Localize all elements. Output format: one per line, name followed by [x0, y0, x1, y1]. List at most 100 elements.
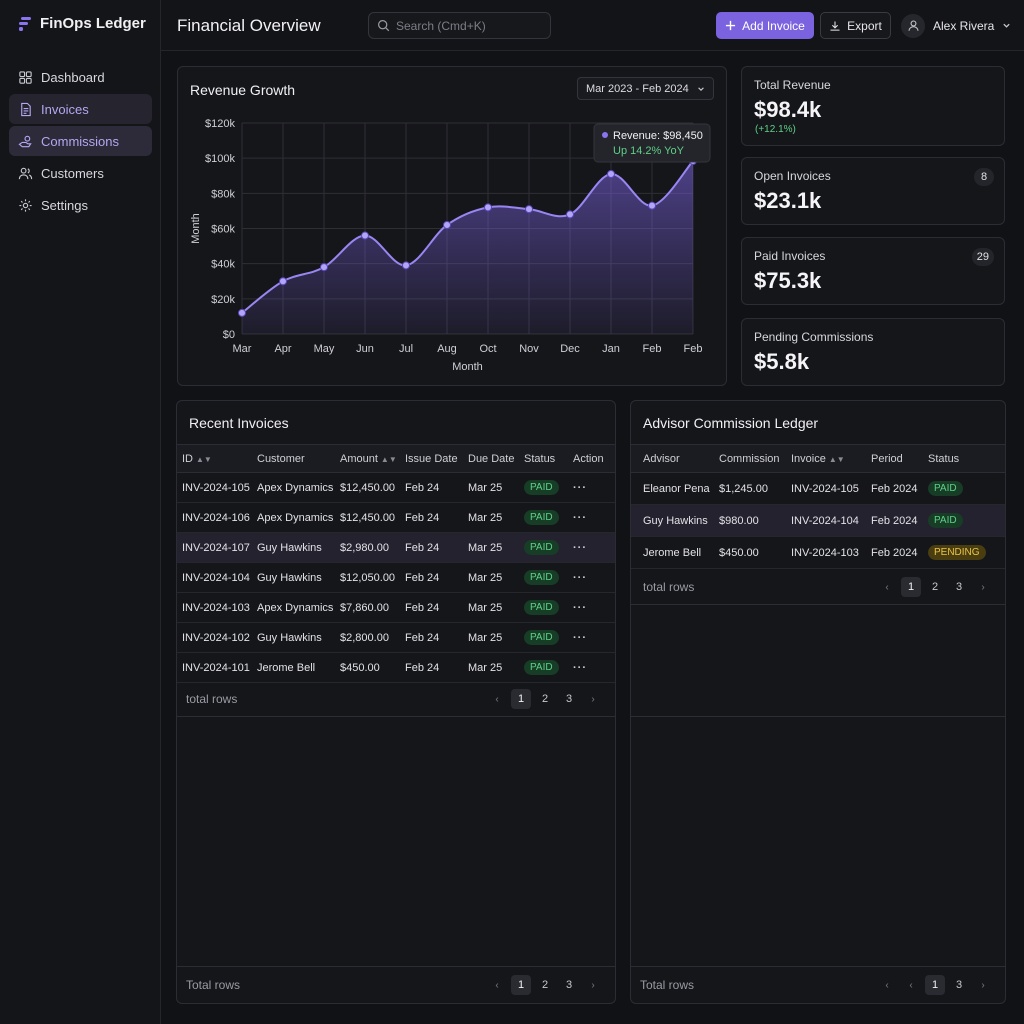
total-rows-label: Total rows [640, 978, 695, 992]
table-row[interactable]: INV-2024-101 Jerome Bell $450.00 Feb 24 Mar … [177, 652, 615, 683]
page-button[interactable]: 1 [925, 975, 945, 995]
more-actions-icon[interactable]: ··· [573, 541, 587, 554]
due-date: Mar 25 [463, 502, 519, 533]
export-button[interactable]: Export [820, 12, 891, 39]
search-input[interactable] [396, 18, 536, 33]
table-row[interactable]: Eleanor Pena $1,245.00 INV-2024-105 Feb 202… [631, 472, 1005, 505]
kpi-value: $5.8k [754, 349, 810, 374]
next-page-icon[interactable]: › [981, 979, 985, 991]
sidebar: FinOps Ledger Dashboard Invoices Commiss… [0, 0, 161, 1024]
status-cell: PAID [519, 652, 568, 683]
add-invoice-button[interactable]: Add Invoice [716, 12, 814, 39]
more-actions-icon[interactable]: ··· [573, 601, 587, 614]
kpi-label: Paid Invoices [754, 249, 826, 263]
next-page-icon[interactable]: › [591, 979, 595, 991]
column-header-invoice[interactable]: Invoice ▲▼ [786, 444, 866, 473]
sidebar-item-invoices[interactable]: Invoices [9, 94, 152, 124]
x-tick-label: Dec [560, 343, 580, 355]
page-button[interactable]: 1 [901, 577, 921, 597]
area-fill [242, 160, 693, 334]
invoices-table: ID ▲▼ Customer Amount ▲▼ Issue Date Due Da… [177, 444, 615, 683]
table-row[interactable]: Guy Hawkins $980.00 INV-2024-104 Feb 2024 PA… [631, 504, 1005, 537]
date-range-select[interactable]: Mar 2023 - Feb 2024 [577, 77, 714, 100]
brand[interactable]: FinOps Ledger [17, 15, 146, 32]
recent-invoices-title: Recent Invoices [189, 415, 289, 431]
invoice-id: INV-2024-104 [177, 562, 252, 593]
page-button[interactable]: 2 [541, 979, 549, 991]
page-button[interactable]: 3 [955, 979, 963, 991]
column-header-label: ID [182, 452, 193, 465]
status-badge: PAID [524, 570, 559, 585]
prev-page-icon[interactable]: ‹ [909, 979, 913, 991]
y-tick-label: $80k [211, 188, 235, 200]
sidebar-item-settings[interactable]: Settings [9, 190, 152, 220]
chevron-down-icon [698, 86, 704, 91]
more-actions-icon[interactable]: ··· [573, 631, 587, 644]
column-header-label: Action [573, 452, 604, 465]
table-row[interactable]: INV-2024-102 Guy Hawkins $2,800.00 Feb 24 Ma… [177, 622, 615, 653]
table-row[interactable]: INV-2024-103 Apex Dynamics $7,860.00 Feb 24… [177, 592, 615, 623]
sidebar-item-customers[interactable]: Customers [9, 158, 152, 188]
next-page-icon[interactable]: › [591, 693, 595, 705]
page-button[interactable]: 2 [541, 693, 549, 705]
prev-page-icon[interactable]: ‹ [885, 581, 889, 593]
column-header-advisor: Advisor [631, 444, 714, 473]
page-button[interactable]: 1 [511, 975, 531, 995]
user-menu[interactable]: Alex Rivera [901, 12, 1011, 39]
page-button[interactable]: 3 [565, 693, 573, 705]
prev-page-icon[interactable]: ‹ [495, 979, 499, 991]
download-icon [830, 21, 840, 31]
more-actions-icon[interactable]: ··· [573, 661, 587, 674]
action-cell: ··· [568, 592, 615, 623]
action-cell: ··· [568, 502, 615, 533]
sidebar-item-commissions[interactable]: Commissions [9, 126, 152, 156]
amount: $12,450.00 [335, 472, 400, 503]
top-bar: Financial Overview Add Invoice Export Al… [161, 0, 1024, 51]
page-button[interactable]: 3 [955, 581, 963, 593]
commission-pagination: total rows ‹ 1 2 3 › [631, 569, 1005, 605]
table-row[interactable]: INV-2024-104 Guy Hawkins $12,050.00 Feb 24 M… [177, 562, 615, 593]
page-button[interactable]: 2 [931, 581, 939, 593]
sidebar-item-dashboard[interactable]: Dashboard [9, 62, 152, 92]
column-header-status: Status [923, 444, 1005, 473]
sort-icon[interactable]: ▲▼ [196, 454, 212, 464]
column-header-label: Status [928, 452, 960, 465]
y-axis-label: Month [190, 213, 202, 244]
commission-ledger-panel: Advisor Commission Ledger Advisor Commis… [630, 400, 1006, 1004]
x-tick-label: May [314, 343, 335, 355]
due-date: Mar 25 [463, 622, 519, 653]
more-actions-icon[interactable]: ··· [573, 571, 587, 584]
table-row[interactable]: Jerome Bell $450.00 INV-2024-103 Feb 2024 PE… [631, 536, 1005, 569]
user-name: Alex Rivera [933, 18, 995, 33]
column-header-label: Issue Date [405, 452, 458, 465]
data-point [607, 169, 615, 178]
revenue-growth-card: Revenue Growth Mar 2023 - Feb 2024 $0 $20… [177, 66, 727, 386]
table-row[interactable]: INV-2024-107 Guy Hawkins $2,980.00 Feb 24 Ma… [177, 532, 615, 563]
more-actions-icon[interactable]: ··· [573, 511, 587, 524]
tooltip-dot [602, 132, 608, 138]
status-cell: PAID [923, 504, 1005, 537]
search-box[interactable] [368, 12, 551, 39]
status-badge: PAID [524, 660, 559, 675]
page-button[interactable]: 3 [565, 979, 573, 991]
table-row[interactable]: INV-2024-106 Apex Dynamics $12,450.00 Feb 2… [177, 502, 615, 533]
data-point [566, 210, 574, 219]
page-button[interactable]: 1 [511, 689, 531, 709]
more-actions-icon[interactable]: ··· [573, 481, 587, 494]
prev-page-icon[interactable]: ‹ [495, 693, 499, 705]
commission-table: Advisor Commission Invoice ▲▼ Period Stat… [631, 444, 1005, 569]
sort-icon[interactable]: ▲▼ [828, 454, 845, 464]
sort-icon[interactable]: ▲▼ [380, 454, 397, 464]
column-header-amount[interactable]: Amount ▲▼ [335, 444, 400, 473]
first-page-icon[interactable]: ‹ [885, 979, 889, 991]
column-header-label: Advisor [643, 452, 680, 465]
invoice-id: INV-2024-103 [786, 536, 866, 569]
due-date: Mar 25 [463, 532, 519, 563]
table-row[interactable]: INV-2024-105 Apex Dynamics $12,450.00 Feb 2… [177, 472, 615, 503]
invoice-id: INV-2024-105 [177, 472, 252, 503]
column-header-id[interactable]: ID ▲▼ [177, 444, 252, 473]
date-range-value: Mar 2023 - Feb 2024 [586, 82, 689, 95]
chevron-down-icon [1003, 23, 1011, 28]
next-page-icon[interactable]: › [981, 581, 985, 593]
status-badge: PAID [524, 480, 559, 495]
